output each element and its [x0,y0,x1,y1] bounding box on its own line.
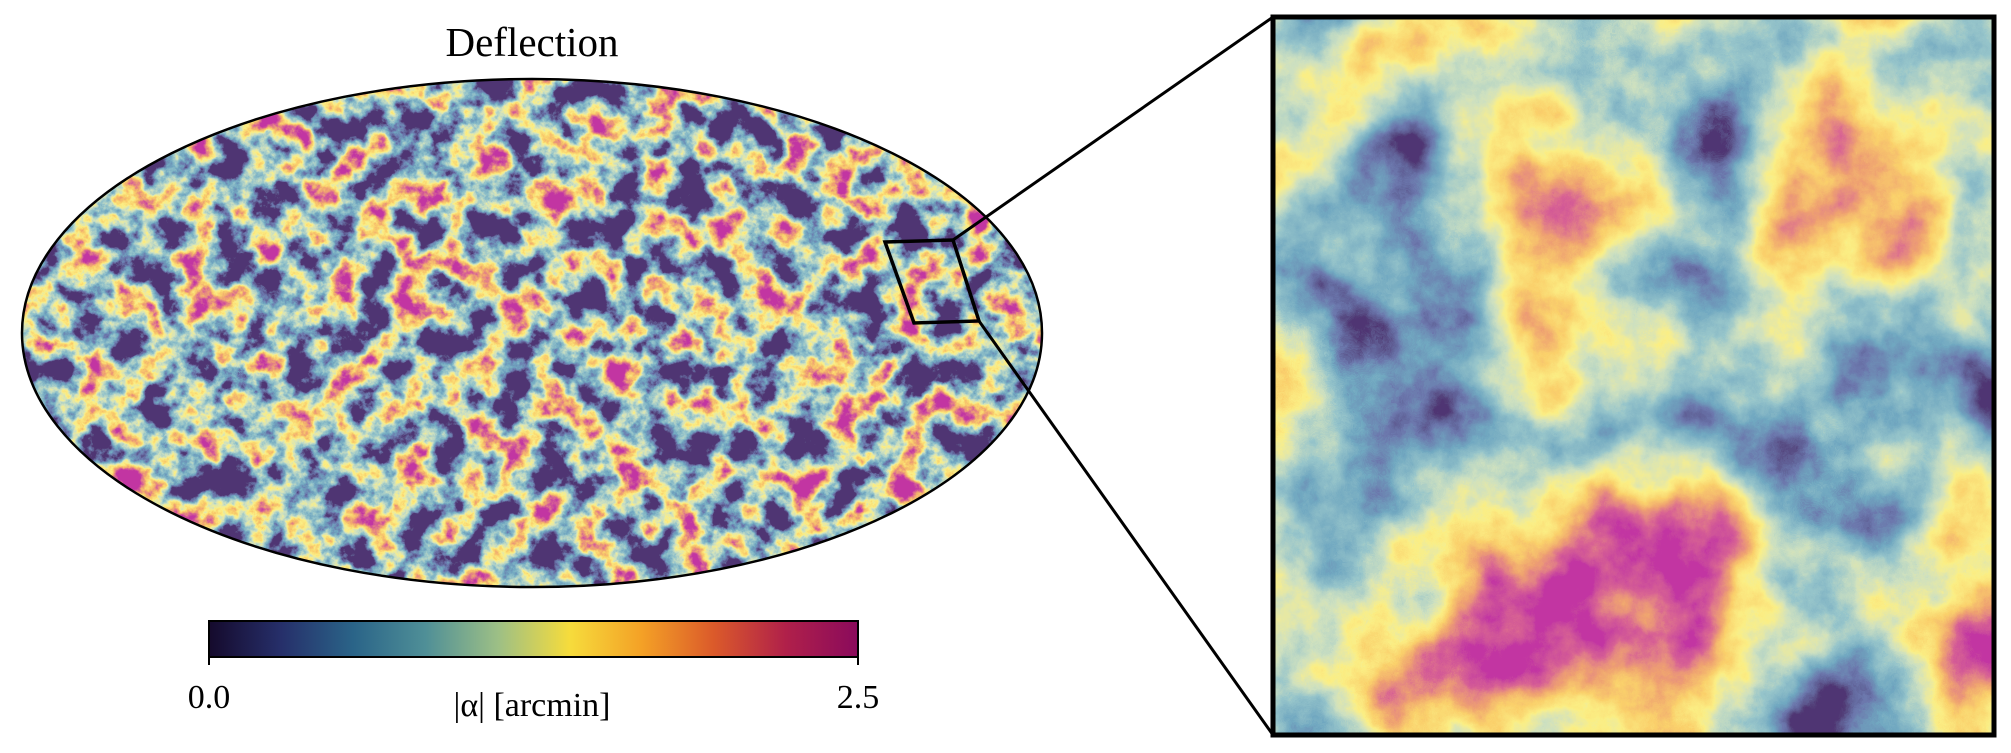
tick-label: 2.5 [837,679,880,716]
map-outline [20,77,1044,589]
colorbar [208,620,859,658]
zoom-map [1273,17,1994,735]
colorbar-label: |α| [arcmin] [454,687,611,724]
tick-label: 0.0 [188,679,231,716]
zoom-connector [977,320,1275,736]
zoom-frame [1270,14,1997,738]
chart-title: Deflection [445,19,618,65]
zoom-connector [952,15,1274,242]
colorbar-ticks: 0.0 2.5 [188,657,880,716]
sky-map [22,79,1042,587]
